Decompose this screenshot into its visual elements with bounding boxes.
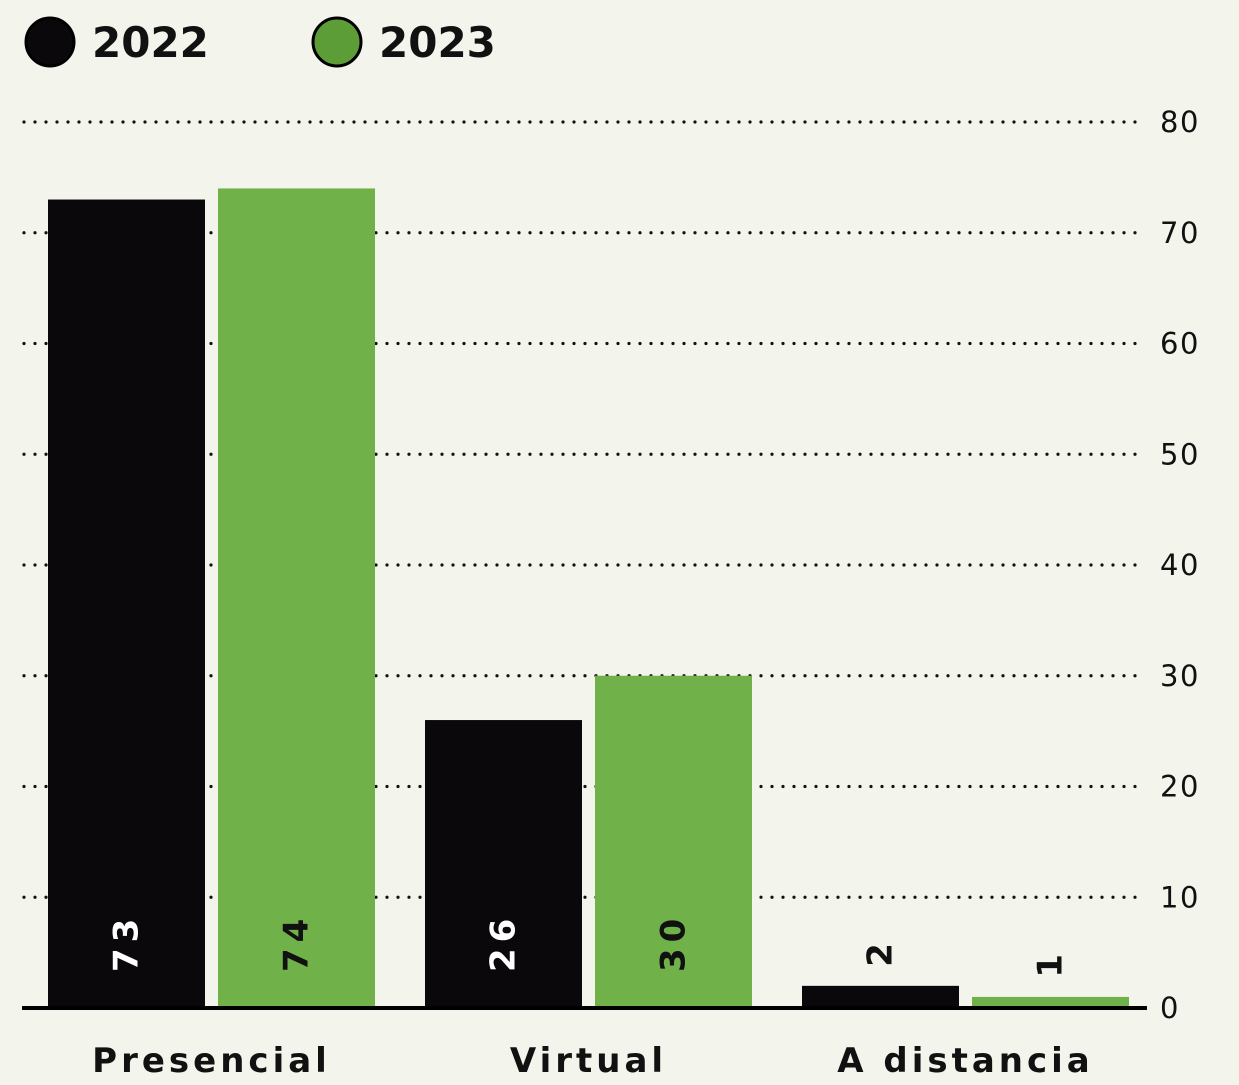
y-tick-label-10: 10 — [1160, 880, 1200, 914]
bar-value-label: 74 — [277, 913, 317, 972]
bar-value-label: 1 — [1031, 948, 1071, 978]
bar-value-label: 73 — [107, 913, 147, 972]
bar-2023-virtual — [595, 675, 752, 1008]
legend-label-2023: 2023 — [379, 18, 496, 67]
x-tick-label-a-distancia: A distancia — [837, 1041, 1094, 1081]
legend-swatch-2022 — [24, 16, 76, 68]
bar-2022-presencial — [48, 199, 205, 1008]
bar-2022-a-distancia — [802, 985, 959, 1008]
legend-swatch-2023 — [311, 16, 363, 68]
bar-2023-a-distancia — [972, 996, 1129, 1008]
bar-2022-virtual — [425, 720, 582, 1008]
y-tick-label-60: 60 — [1160, 327, 1200, 361]
x-tick-label-presencial: Presencial — [92, 1041, 331, 1081]
y-tick-label-80: 80 — [1160, 105, 1200, 139]
bars — [48, 188, 1129, 1008]
y-tick-label-0: 0 — [1160, 991, 1180, 1025]
y-tick-label-70: 70 — [1160, 216, 1200, 250]
y-tick-label-20: 20 — [1160, 770, 1200, 804]
x-tick-label-virtual: Virtual — [510, 1041, 667, 1081]
y-tick-label-40: 40 — [1160, 548, 1200, 582]
gridlines — [22, 120, 1147, 899]
bar-value-label: 2 — [861, 937, 901, 967]
legend: 2022 2023 — [24, 16, 496, 68]
bar-value-label: 26 — [484, 913, 524, 972]
y-axis-ticks: 0 10 20 30 40 50 60 70 80 — [1160, 105, 1200, 1025]
legend-label-2022: 2022 — [92, 18, 209, 67]
bar-2023-presencial — [218, 188, 375, 1008]
y-tick-label-30: 30 — [1160, 659, 1200, 693]
data-labels: 73 74 26 30 2 1 — [107, 913, 1071, 978]
y-tick-label-50: 50 — [1160, 437, 1200, 471]
bar-value-label: 30 — [654, 913, 694, 972]
x-axis-labels: Presencial Virtual A distancia — [92, 1041, 1094, 1081]
